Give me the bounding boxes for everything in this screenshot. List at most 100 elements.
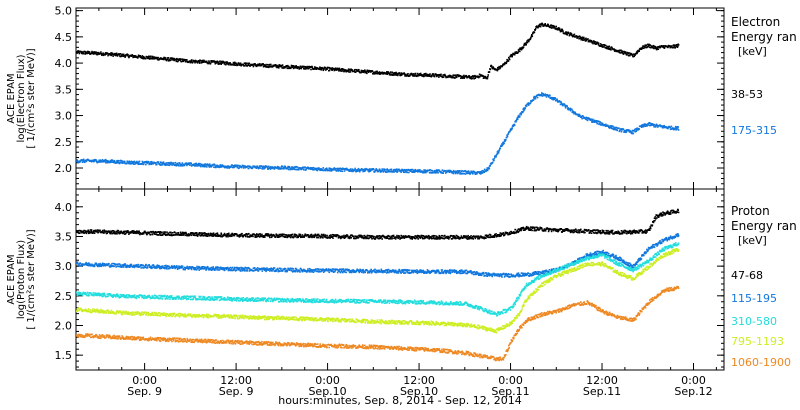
- data-point: [173, 265, 176, 267]
- data-point: [163, 231, 165, 233]
- data-point: [295, 165, 297, 168]
- data-point: [307, 67, 309, 70]
- data-point: [391, 237, 394, 239]
- legend-title-line: Energy ran: [731, 30, 797, 44]
- data-point: [390, 168, 393, 171]
- data-point: [206, 234, 208, 236]
- data-point: [186, 59, 188, 61]
- data-point: [414, 72, 417, 75]
- data-point: [207, 267, 210, 269]
- data-point: [215, 62, 217, 64]
- data-point: [472, 75, 474, 77]
- data-point: [512, 124, 514, 127]
- data-point: [649, 122, 652, 125]
- data-point: [269, 236, 271, 239]
- data-point: [569, 230, 571, 233]
- data-point: [375, 169, 377, 172]
- data-point: [493, 236, 496, 238]
- data-point: [496, 68, 498, 71]
- data-point: [294, 233, 296, 236]
- data-point: [382, 171, 385, 173]
- data-point: [508, 56, 510, 59]
- data-point: [596, 229, 599, 231]
- data-point: [348, 237, 351, 240]
- data-point: [553, 26, 556, 28]
- data-point: [144, 230, 146, 233]
- data-point: [387, 169, 390, 172]
- data-point: [88, 51, 91, 53]
- data-point: [677, 129, 680, 131]
- data-point: [286, 65, 288, 68]
- data-point: [187, 267, 189, 269]
- data-point: [81, 161, 84, 163]
- data-point: [656, 46, 658, 49]
- data-point: [282, 235, 284, 238]
- data-point: [110, 54, 113, 57]
- data-point: [677, 211, 680, 214]
- data-point: [348, 170, 351, 172]
- data-point: [84, 161, 86, 164]
- data-point: [174, 161, 177, 164]
- data-point: [455, 170, 458, 173]
- data-point: [590, 40, 593, 42]
- data-point: [350, 237, 352, 239]
- data-point: [483, 236, 485, 238]
- data-point: [249, 64, 252, 67]
- data-point: [408, 75, 411, 77]
- data-point: [111, 159, 114, 161]
- data-point: [173, 59, 175, 62]
- electron-y-tick-label: 2.0: [55, 162, 73, 175]
- data-point: [317, 167, 319, 169]
- electron-y-axis-label: ACE EPAM: [6, 73, 17, 123]
- data-point: [529, 229, 532, 231]
- data-point: [636, 127, 638, 129]
- data-point: [650, 46, 652, 49]
- data-point: [196, 233, 198, 236]
- data-point: [311, 66, 314, 68]
- data-point: [677, 209, 679, 211]
- data-point: [189, 233, 192, 236]
- data-point: [216, 267, 219, 269]
- data-point: [502, 141, 505, 143]
- data-point: [516, 117, 519, 119]
- data-point: [671, 211, 674, 214]
- data-point: [387, 71, 389, 73]
- data-point: [517, 116, 520, 119]
- data-point: [281, 234, 283, 237]
- data-point: [555, 27, 557, 30]
- data-point: [178, 267, 181, 270]
- data-point: [119, 265, 121, 268]
- data-point: [165, 59, 168, 62]
- data-point: [259, 233, 261, 235]
- data-point: [215, 166, 217, 169]
- data-point: [556, 27, 559, 30]
- data-point: [676, 127, 678, 130]
- data-point: [289, 66, 291, 69]
- data-point: [607, 125, 610, 127]
- data-point: [134, 161, 136, 164]
- data-point: [78, 229, 81, 232]
- data-point: [630, 132, 633, 135]
- data-point: [141, 55, 144, 57]
- data-point: [481, 236, 483, 238]
- data-point: [180, 234, 183, 236]
- legend-title-line: [keV]: [738, 45, 767, 58]
- data-point: [159, 164, 161, 166]
- data-point: [317, 236, 319, 239]
- data-point: [404, 73, 407, 76]
- data-point: [156, 267, 158, 269]
- data-point: [325, 167, 328, 170]
- data-point: [391, 71, 394, 74]
- data-point: [373, 71, 375, 74]
- data-point: [393, 237, 396, 239]
- data-point: [106, 52, 108, 54]
- data-point: [596, 120, 598, 122]
- data-point: [607, 229, 609, 232]
- data-point: [676, 46, 679, 48]
- data-point: [557, 230, 560, 232]
- data-point: [481, 172, 484, 174]
- data-point: [184, 59, 186, 61]
- data-point: [350, 69, 352, 71]
- data-point: [78, 161, 81, 163]
- data-point: [148, 264, 150, 266]
